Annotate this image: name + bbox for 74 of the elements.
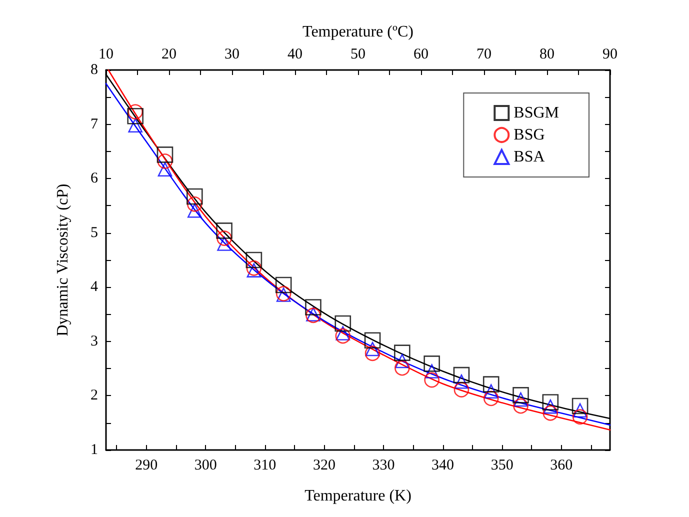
point [395,354,410,368]
point [128,118,142,133]
point [542,405,558,421]
point [158,162,172,176]
point [454,374,469,389]
point [424,372,440,388]
point [484,384,498,399]
x-tick-label: 330 [372,458,395,474]
point [216,222,232,239]
x2-tick-label: 20 [162,46,176,62]
point [364,346,380,362]
x-tick-label: 340 [432,458,454,474]
x2-axis-title: Temperature (ºC) [302,24,414,40]
x-tick-label: 310 [254,458,276,474]
y-tick-label: 4 [90,279,98,296]
x2-tick-label: 90 [602,46,618,62]
point [128,104,143,120]
point [512,387,529,404]
point [335,328,351,344]
y-tick-label: 5 [90,224,98,241]
point [186,188,203,205]
point [275,276,292,294]
point [187,196,202,212]
x2-tick-label: 50 [350,46,366,62]
x-axis-title: Temperature (K) [304,488,412,504]
point [483,390,499,406]
point [246,252,262,268]
legend-label: BSGM [514,104,560,122]
y-tick-label: 8 [90,62,98,78]
point [424,356,440,372]
y-tick-label: 1 [90,442,98,458]
point [572,403,588,418]
legend-label: BSA [514,148,546,166]
point [482,376,500,392]
y-tick-label: 2 [90,388,98,404]
point [157,154,173,169]
point [542,394,559,410]
point [454,382,470,398]
point [513,398,528,414]
x2-tick-label: 40 [288,46,302,62]
point [453,366,470,384]
point [365,342,380,356]
x-tick-label: 290 [135,458,158,474]
y-tick-label: 6 [90,170,98,187]
x-tick-label: 350 [490,458,514,474]
point [394,344,410,361]
point [246,263,262,278]
x2-tick-label: 70 [476,46,492,62]
point [424,364,439,378]
x-tick-label: 360 [550,458,573,474]
point [127,108,144,124]
point [572,409,588,425]
point [543,399,558,414]
x2-tick-label: 60 [414,46,428,62]
x2-tick-label: 80 [540,46,554,62]
point [572,398,588,414]
x-tick-label: 300 [194,458,217,474]
point [364,332,381,348]
y-tick-label: 3 [90,333,98,350]
point [514,392,528,407]
x2-tick-label: 10 [98,46,114,62]
point [216,230,232,246]
point [217,236,232,251]
y-axis-title: Dynamic Viscosity (cP) [54,184,72,336]
point [305,299,322,316]
x-tick-label: 320 [312,458,336,474]
point [187,203,202,218]
point [394,360,410,376]
x2-tick-label: 30 [224,46,240,62]
point [336,326,350,340]
y-tick-label: 7 [90,116,98,132]
point [334,315,352,332]
point [156,146,174,163]
legend-label: BSG [514,126,546,144]
